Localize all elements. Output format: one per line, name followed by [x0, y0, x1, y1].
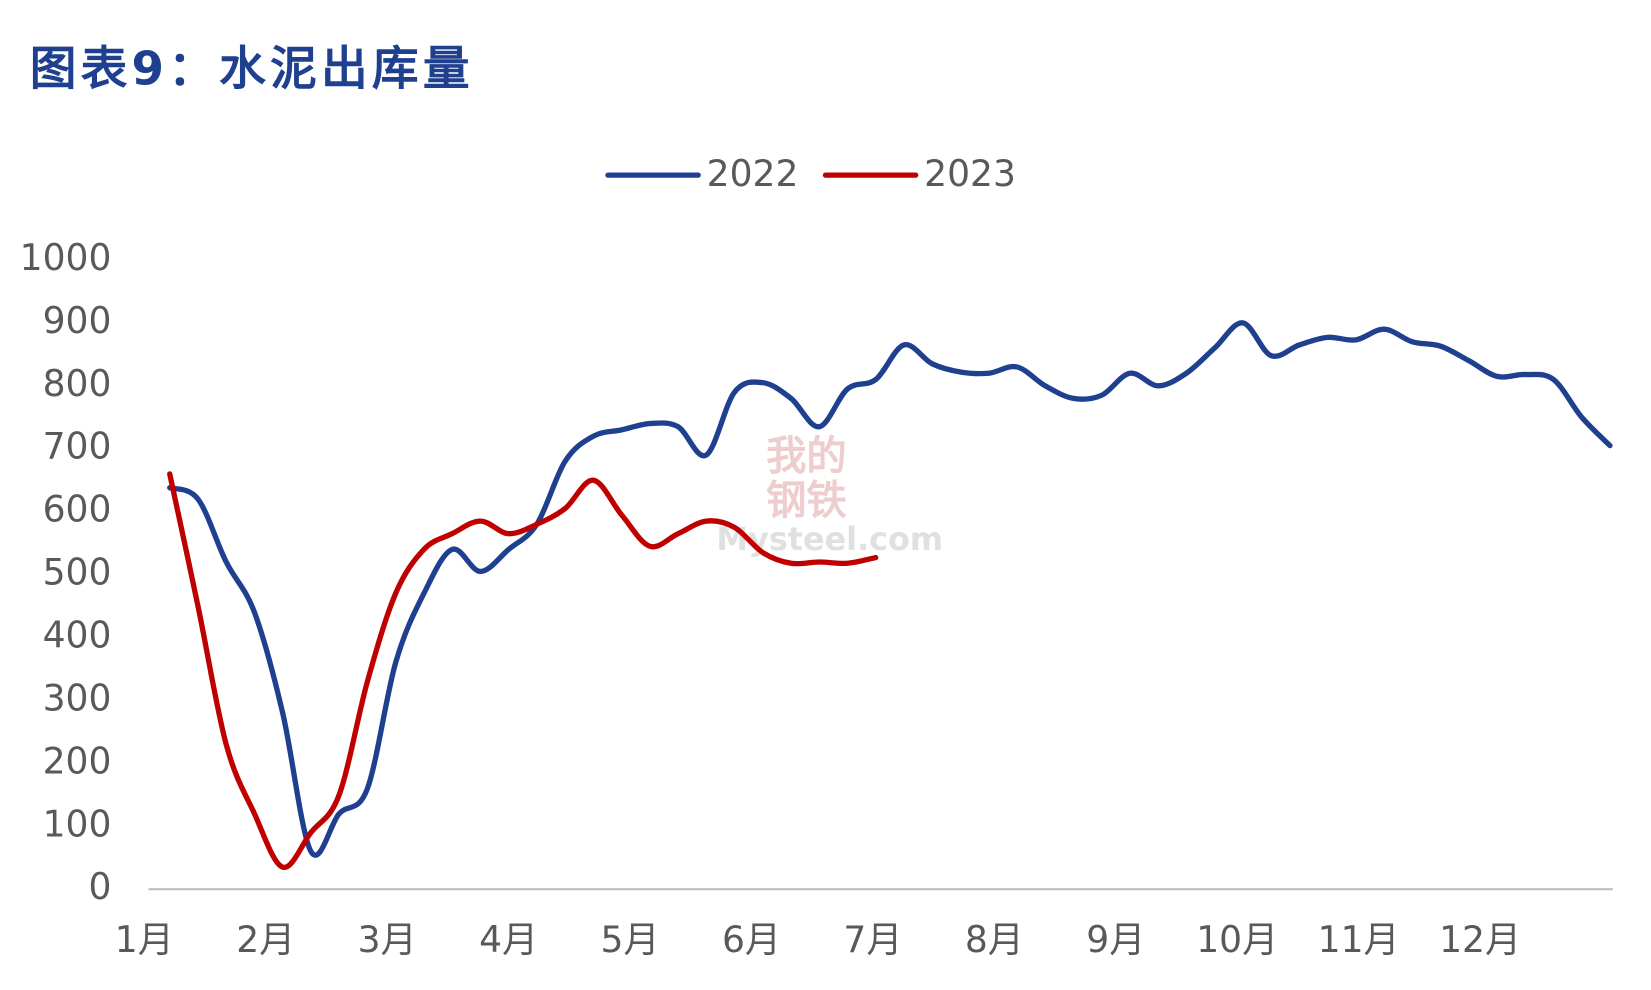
y-tick-label: 100	[43, 803, 112, 845]
x-tick-label: 3月	[358, 919, 417, 961]
y-tick-label: 1000	[20, 237, 112, 279]
watermark: 钢铁	[766, 477, 847, 524]
chart-title: 图表9：水泥出库量	[30, 43, 474, 97]
x-tick-label: 9月	[1086, 919, 1145, 961]
x-tick-label: 6月	[722, 919, 781, 961]
legend-label: 2022	[707, 153, 799, 195]
watermark: 我的	[766, 432, 847, 479]
y-tick-label: 600	[43, 489, 112, 531]
series-line	[167, 471, 879, 870]
x-tick-label: 2月	[236, 919, 295, 961]
x-tick-label: 10月	[1196, 919, 1278, 961]
series-line	[167, 320, 1613, 858]
x-tick-label: 5月	[601, 919, 660, 961]
y-tick-label: 500	[43, 552, 112, 594]
x-tick-label: 11月	[1318, 919, 1400, 961]
legend-label: 2023	[924, 153, 1016, 195]
y-tick-label: 200	[43, 740, 112, 782]
y-tick-label: 300	[43, 677, 112, 719]
y-tick-label: 800	[43, 363, 112, 405]
watermark: Mysteel.com	[716, 520, 943, 558]
y-tick-label: 900	[43, 300, 112, 342]
x-tick-label: 12月	[1439, 919, 1521, 961]
x-tick-label: 4月	[479, 919, 538, 961]
x-tick-label: 8月	[965, 919, 1024, 961]
x-tick-label: 1月	[115, 919, 174, 961]
y-tick-label: 400	[43, 614, 112, 656]
y-tick-label: 700	[43, 426, 112, 468]
y-tick-label: 0	[88, 866, 111, 908]
x-tick-label: 7月	[843, 919, 902, 961]
